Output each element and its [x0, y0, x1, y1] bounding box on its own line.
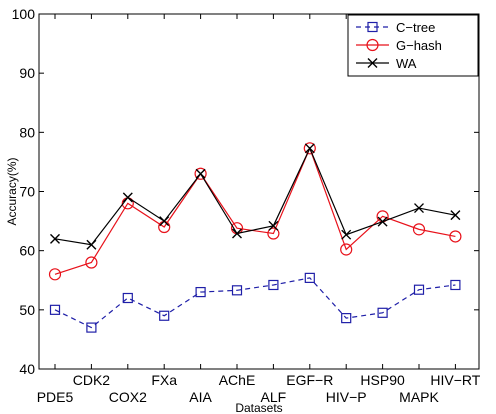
legend-marker — [367, 21, 378, 33]
x-tick-label: HIV−RT — [430, 372, 480, 388]
legend: C−tree G−hash WA — [347, 14, 479, 77]
data-point — [341, 229, 352, 240]
data-point — [449, 230, 462, 243]
legend-item: WA — [356, 56, 417, 71]
data-point — [122, 192, 133, 203]
data-point — [450, 279, 461, 291]
data-point — [340, 243, 353, 256]
series-line — [54, 146, 456, 275]
data-point — [268, 279, 279, 291]
legend-item: C−tree — [356, 20, 435, 35]
y-tick-label: 80 — [19, 124, 35, 140]
legend-items: C−tree G−hash WA — [356, 20, 442, 71]
y-tick-label: 60 — [19, 243, 35, 259]
data-point — [159, 216, 170, 227]
series-line — [54, 146, 456, 246]
data-point — [85, 256, 98, 269]
data-point — [377, 216, 388, 227]
x-axis-label: Datasets — [235, 401, 282, 414]
series-0 — [49, 272, 461, 333]
legend-label: G−hash — [396, 38, 442, 53]
x-tick-label: MAPK — [399, 389, 439, 405]
data-point — [195, 286, 206, 298]
data-point — [86, 239, 97, 250]
y-axis: 40 50 60 70 80 90 100 — [12, 6, 479, 377]
x-tick-label: ALF — [261, 389, 287, 405]
data-point — [231, 285, 243, 296]
y-tick-label: 90 — [19, 65, 35, 81]
data-point — [48, 268, 62, 281]
data-point — [303, 142, 316, 155]
series-1 — [48, 142, 462, 281]
data-point — [450, 210, 461, 221]
legend-marker — [366, 38, 379, 52]
x-tick-label: HSP90 — [360, 372, 405, 388]
y-tick-label: 100 — [12, 6, 36, 22]
series-2 — [50, 143, 461, 250]
x-tick-label: EGF−R — [286, 372, 333, 388]
y-tick-label: 40 — [19, 361, 35, 377]
data-point — [267, 227, 280, 240]
y-tick-label: 50 — [19, 302, 35, 318]
data-point — [304, 272, 315, 283]
series-layer — [48, 142, 462, 333]
x-tick-label: PDE5 — [37, 389, 74, 405]
legend-label: WA — [396, 56, 417, 71]
data-point — [412, 223, 426, 236]
data-point — [50, 233, 60, 244]
data-point — [341, 313, 352, 324]
data-point — [159, 310, 170, 321]
data-point — [268, 220, 279, 231]
data-point — [86, 322, 97, 333]
data-point — [413, 284, 425, 295]
data-point — [304, 143, 315, 154]
data-point — [377, 307, 388, 318]
x-tick-label: CDK2 — [73, 372, 111, 388]
legend-marker — [367, 58, 378, 68]
data-point — [232, 228, 242, 239]
y-tick-label: 70 — [19, 184, 35, 200]
x-tick-label: HIV−P — [326, 389, 367, 405]
x-tick-label: AChE — [219, 372, 256, 388]
y-axis-label: Accuracy(%) — [5, 157, 19, 225]
series-line — [54, 277, 456, 329]
data-point — [122, 292, 133, 304]
data-point — [194, 167, 207, 180]
x-tick-label: COX2 — [109, 389, 147, 405]
data-point — [414, 203, 424, 214]
legend-label: C−tree — [396, 20, 435, 35]
x-tick-label: AIA — [189, 389, 212, 405]
data-point — [195, 168, 206, 179]
x-tick-label: FXa — [151, 372, 177, 388]
legend-item: G−hash — [356, 38, 442, 53]
data-point — [49, 304, 61, 315]
